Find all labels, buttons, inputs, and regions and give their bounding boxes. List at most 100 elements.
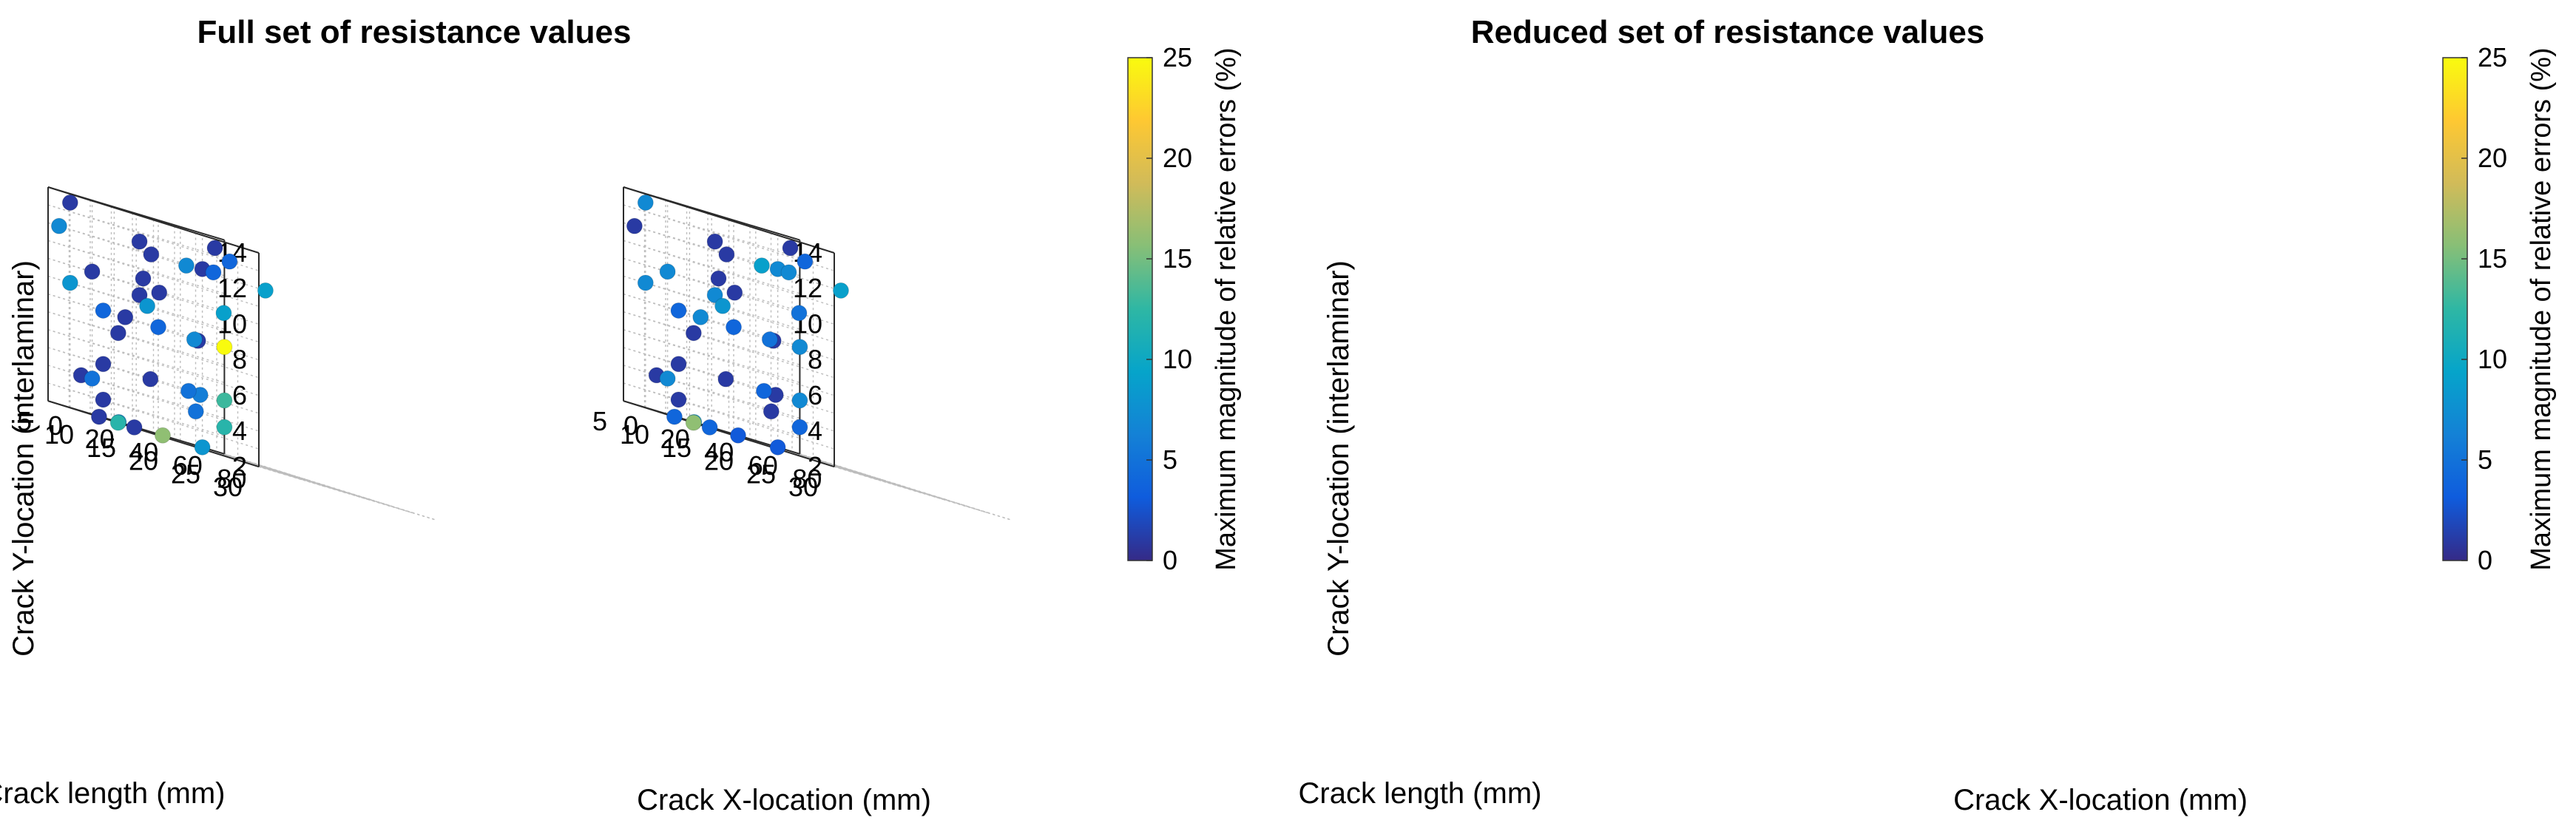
colorbar-tick-label: 5 xyxy=(1163,444,1177,475)
scatter-point xyxy=(782,240,799,257)
x-tick-label: 20 xyxy=(660,424,690,454)
scatter-point xyxy=(780,264,797,281)
scatter-point xyxy=(637,274,654,291)
z-tick-label: 8 xyxy=(808,345,822,375)
scatter-point xyxy=(131,233,148,250)
scatter-point xyxy=(180,382,197,399)
z-tick-label: 12 xyxy=(793,273,822,303)
scatter-point xyxy=(95,391,112,408)
colorbar-tick-label: 0 xyxy=(1163,545,1177,575)
colorbar-tick-label: 15 xyxy=(1163,243,1192,274)
scatter-point xyxy=(135,270,152,287)
x-tick-label: 40 xyxy=(704,437,734,467)
scatter-point xyxy=(692,308,709,325)
colorbar-tick-label: 20 xyxy=(2478,143,2507,173)
scatter-point xyxy=(154,427,171,444)
scatter-point xyxy=(142,370,159,387)
scatter-point xyxy=(791,339,808,356)
scatter-point xyxy=(791,392,808,409)
scatter-point xyxy=(109,325,126,342)
scatter-point xyxy=(685,325,702,342)
scatter-point xyxy=(205,264,222,281)
y-tick-label: 30 xyxy=(788,472,818,502)
scatter-point xyxy=(61,194,78,211)
x-tick-label: 20 xyxy=(85,424,115,454)
y-tick-label: 5 xyxy=(592,406,607,436)
colorbar: 0 5 10 15 20 25 Maximum magnitude of relative… xyxy=(1127,42,1242,575)
scatter-point xyxy=(791,419,808,436)
scatter-point xyxy=(714,297,731,314)
scatter-point xyxy=(755,382,772,399)
y-tick-label: 5 xyxy=(17,406,32,436)
colorbar-label: Maximum magnitude of relative errors (%) xyxy=(1211,47,1242,570)
scatter-point xyxy=(257,282,274,299)
chart-title: Reduced set of resistance values xyxy=(1471,14,1985,50)
scatter-point xyxy=(729,427,746,444)
scatter-point xyxy=(187,403,204,420)
colorbar-tick-label: 0 xyxy=(2478,545,2492,575)
z-tick-label: 12 xyxy=(217,273,247,303)
scatter-point xyxy=(718,246,735,263)
y-tick-label: 15 xyxy=(662,433,692,463)
scatter-point xyxy=(797,253,814,270)
y-tick-label: 25 xyxy=(171,458,200,489)
scatter-point xyxy=(670,302,687,319)
y-tick-label: 10 xyxy=(44,419,74,450)
colorbar-gradient xyxy=(1127,57,1153,561)
scatter-point xyxy=(126,419,143,436)
colorbar-tick-label: 10 xyxy=(2478,344,2507,374)
scatter-point xyxy=(717,370,734,387)
y-tick-label: 20 xyxy=(129,446,158,476)
z-tick-label: 4 xyxy=(808,416,822,446)
chart-panel-reduced-set: Reduced set of resistance values 2 4 6 8 10 1… xyxy=(592,14,2557,816)
scatter-point xyxy=(832,282,849,299)
scatter-point xyxy=(109,414,126,431)
scatter-point xyxy=(659,370,676,387)
colorbar-ticks: 0 5 10 15 20 25 xyxy=(1146,42,1192,575)
scatter-point xyxy=(117,308,134,325)
z-tick-label: 4 xyxy=(232,416,247,446)
scatter-point xyxy=(637,194,654,211)
x-tick-label: 60 xyxy=(748,450,778,481)
z-tick-label: 2 xyxy=(232,451,247,481)
colorbar-tick-label: 10 xyxy=(1163,344,1192,374)
scatter-point xyxy=(186,331,203,348)
scatter-point xyxy=(216,339,233,356)
scatter-point xyxy=(215,305,232,322)
scatter-point xyxy=(706,233,723,250)
scatter-points xyxy=(50,194,274,456)
scatter-point xyxy=(151,284,168,301)
colorbar-tick-label: 15 xyxy=(2478,243,2507,274)
y-tick-label: 20 xyxy=(704,446,734,476)
scatter-point xyxy=(753,257,770,274)
scatter-point xyxy=(221,253,238,270)
colorbar-tick-label: 25 xyxy=(2478,42,2507,72)
scatter-point xyxy=(84,263,101,280)
scatter-point xyxy=(670,356,687,373)
x-axis-label: Crack X-location (mm) xyxy=(1953,784,2248,816)
x-tick-label: 0 xyxy=(623,410,638,441)
scatter-point xyxy=(61,274,78,291)
scatter-point xyxy=(150,319,166,336)
y-tick-label: 10 xyxy=(620,419,649,450)
scatter-point xyxy=(95,302,112,319)
scatter-point xyxy=(701,419,718,436)
colorbar-label: Maximum magnitude of relative errors (%) xyxy=(2526,47,2557,570)
scatter-point xyxy=(666,408,683,425)
scatter-point xyxy=(50,217,67,234)
z-axis-label: Crack Y-location (interlaminar) xyxy=(1322,260,1355,657)
x-tick-label: 80 xyxy=(792,464,822,494)
scatter-point xyxy=(626,217,643,234)
scatter-point xyxy=(90,408,107,425)
scatter-point xyxy=(216,392,233,409)
y-tick-label: 30 xyxy=(213,472,243,502)
colorbar-ticks: 0 5 10 15 20 25 xyxy=(2461,42,2507,575)
y-axis-label: Crack length (mm) xyxy=(0,777,225,810)
scatter-point xyxy=(178,257,195,274)
z-axis-label: Crack Y-location (interlaminar) xyxy=(7,260,40,657)
y-tick-label: 15 xyxy=(87,433,116,463)
colorbar-tick-label: 5 xyxy=(2478,444,2492,475)
x-axis-label: Crack X-location (mm) xyxy=(637,784,931,816)
x-tick-label: 60 xyxy=(173,450,203,481)
scatter-point xyxy=(769,439,786,456)
